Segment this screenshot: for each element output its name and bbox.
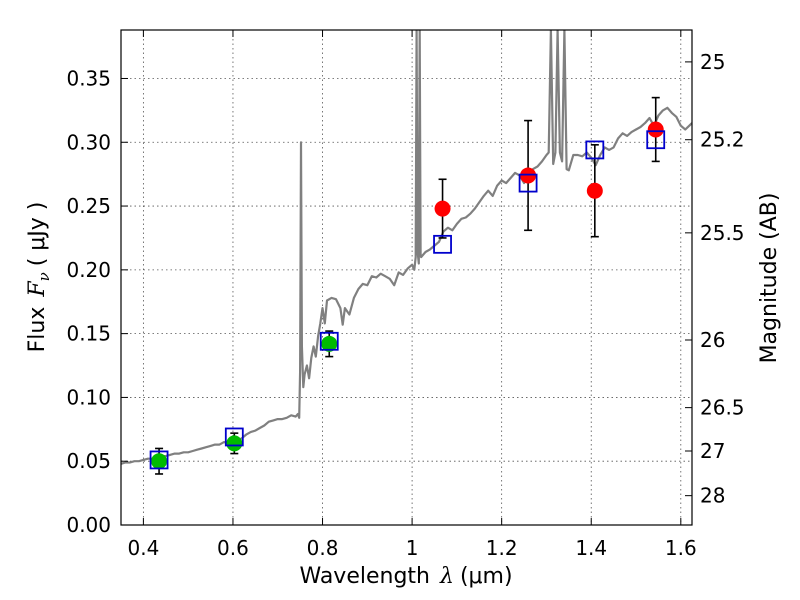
y2-tick-label: 26.5 [700,396,745,420]
model-square-point [149,450,169,470]
model-photometry-points [149,130,666,470]
x-axis-title-symbol: λ [439,564,454,589]
y2-tick-label: 27 [700,439,725,463]
x-tick-label: 1.6 [665,536,697,560]
x-tick-label: 1 [406,536,419,560]
x-tick-labels: 0.4 0.6 0.8 1 1.2 1.4 1.6 [127,536,696,560]
y-tick-labels: 0.00 0.05 0.10 0.15 0.20 0.25 0.30 0.35 [66,66,111,537]
data-points [151,121,664,470]
x-axis-title: Wavelength λ (μm) [299,564,512,589]
y-axis-title-text: Flux [25,307,50,353]
y2-tick-label: 25.2 [700,128,745,152]
green-data-point [151,453,168,470]
y-axis-title: Flux Fν ( μJy ) [25,202,53,353]
x-tick-label: 0.4 [127,536,159,560]
model-square-point [518,173,538,193]
x-tick-label: 0.8 [307,536,339,560]
axis-ticks [121,30,692,526]
y-tick-label: 0.30 [66,130,111,154]
y2-tick-label: 26 [700,328,725,352]
x-tick-label: 1.2 [486,536,518,560]
x-tick-label: 0.6 [217,536,249,560]
y-tick-label: 0.20 [66,258,111,282]
model-square-point [224,427,244,447]
y-tick-label: 0.05 [66,449,111,473]
model-spectrum-line [121,30,692,465]
y2-tick-label: 25 [700,50,725,74]
green-data-point [321,335,338,352]
y-tick-label: 0.15 [66,322,111,346]
y2-tick-labels: 25 25.2 25.5 26 26.5 27 28 [700,50,745,508]
red-data-point [434,200,451,217]
grid-lines [121,30,692,525]
y-tick-label: 0.35 [66,66,111,90]
red-data-point [647,121,664,138]
y2-tick-label: 25.5 [700,221,745,245]
x-axis-title-unit: (μm) [460,564,513,589]
plot-frame [120,29,693,526]
y2-axis-title: Magnitude (AB) [757,193,782,364]
x-tick-label: 1.4 [575,536,607,560]
model-square-point [433,234,452,254]
y-tick-label: 0.10 [66,385,111,409]
y-axis-title-unit: ( μJy ) [25,202,50,267]
spectrum-layer [121,30,692,465]
green-data-point [226,435,243,452]
x-axis-title-text: Wavelength [299,564,430,589]
model-square-point [319,331,339,351]
y2-tick-label: 28 [700,484,725,508]
y-tick-label: 0.25 [66,194,111,218]
y-tick-label: 0.00 [66,513,111,537]
y-axis-title-subscript: ν [35,272,53,281]
model-square-point [646,130,666,150]
model-square-point [585,140,605,160]
red-data-point [586,182,603,199]
y-axis-title-symbol: F [25,281,50,298]
